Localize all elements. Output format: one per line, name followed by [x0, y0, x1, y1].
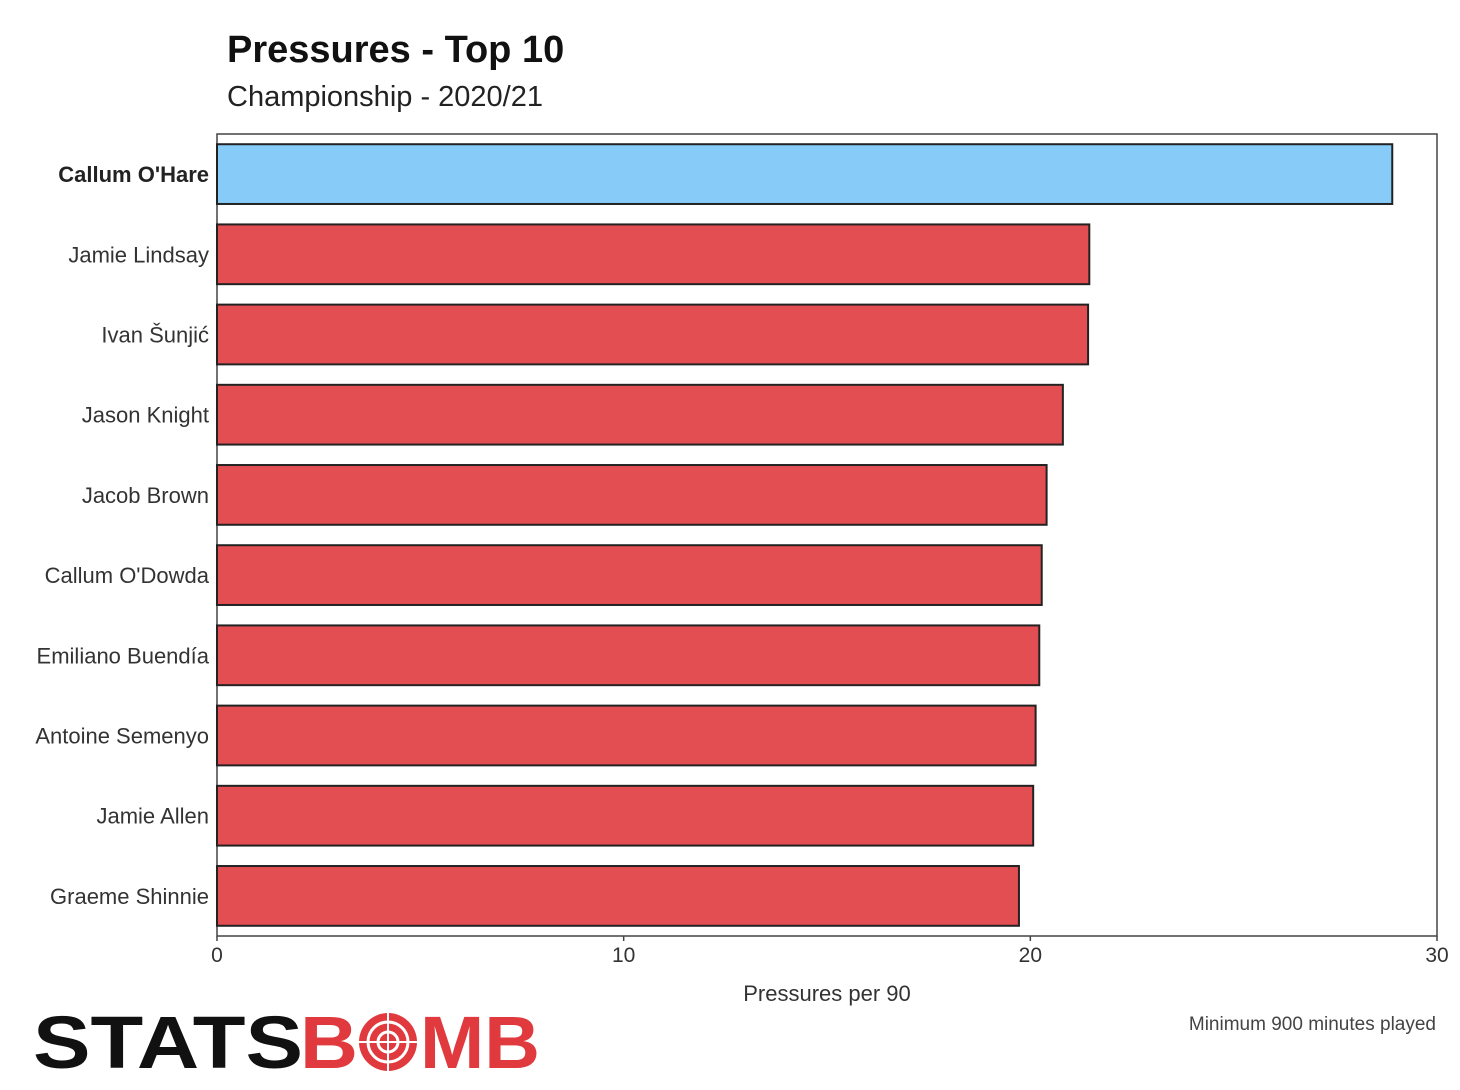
- x-axis-title: Pressures per 90: [743, 981, 911, 1006]
- plot-frame: [216, 133, 1438, 937]
- chart-subtitle: Championship - 2020/21: [227, 81, 543, 113]
- bars: [216, 143, 1394, 927]
- logo-target-icon: [356, 1010, 420, 1074]
- statsbomb-logo: STATS B MB: [33, 1001, 540, 1084]
- category-label: Callum O'Dowda: [45, 563, 210, 588]
- bar: [216, 624, 1041, 687]
- category-label: Antoine Semenyo: [35, 724, 209, 749]
- bar: [216, 464, 1048, 526]
- category-label: Jamie Lindsay: [68, 242, 209, 267]
- bar: [216, 704, 1037, 767]
- bar: [216, 383, 1064, 446]
- x-tick-label: 10: [612, 944, 635, 967]
- category-label: Emiliano Buendía: [37, 643, 210, 668]
- category-label: Ivan Šunjić: [101, 323, 209, 348]
- category-labels: Callum O'Hare Jamie Lindsay Ivan Šunjić Jas…: [35, 162, 209, 909]
- logo-text-left: STATS: [33, 1001, 303, 1084]
- category-label: Jamie Allen: [96, 804, 209, 829]
- category-label: Jason Knight: [82, 403, 209, 428]
- bar: [216, 143, 1394, 205]
- bar: [216, 865, 1020, 927]
- category-label: Graeme Shinnie: [50, 884, 209, 909]
- logo-text-right: MB: [420, 1001, 540, 1084]
- footnote: Minimum 900 minutes played: [1189, 1014, 1436, 1035]
- x-axis-ticks: 0 10 20 30: [211, 936, 1449, 967]
- category-label: Callum O'Hare: [58, 162, 209, 187]
- x-tick-label: 20: [1019, 944, 1042, 967]
- category-label: Jacob Brown: [82, 483, 209, 508]
- bar: [216, 784, 1035, 847]
- bar: [216, 303, 1090, 366]
- chart-title: Pressures - Top 10: [227, 29, 564, 71]
- bar: [216, 223, 1091, 286]
- logo-letter-b: B: [300, 1001, 358, 1084]
- x-tick-label: 30: [1425, 944, 1448, 967]
- x-tick-label: 0: [211, 944, 223, 967]
- bar: [216, 544, 1043, 606]
